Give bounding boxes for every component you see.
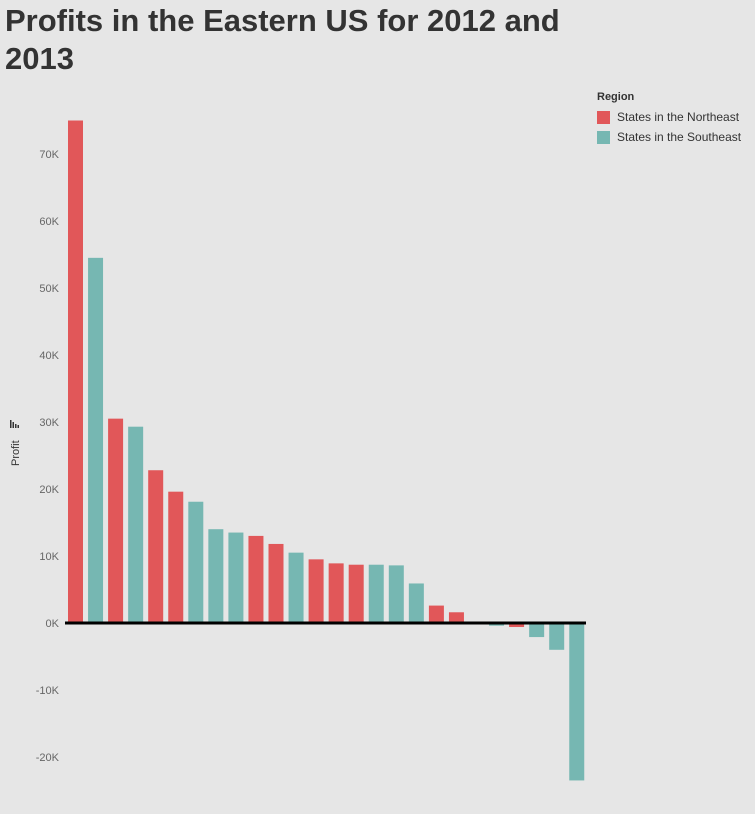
bar-northeast[interactable] — [248, 535, 264, 623]
bar-northeast[interactable] — [509, 623, 525, 628]
bar-southeast[interactable] — [408, 583, 424, 623]
bar-northeast[interactable] — [68, 120, 83, 624]
sort-icon[interactable] — [10, 420, 19, 428]
legend-swatch-northeast — [597, 110, 610, 124]
bar-northeast[interactable] — [148, 470, 164, 623]
bars — [68, 120, 585, 781]
bar-northeast[interactable] — [268, 543, 284, 623]
bar-northeast[interactable] — [428, 605, 444, 623]
bar-southeast[interactable] — [288, 552, 304, 623]
y-tick-label: 60K — [39, 216, 59, 228]
legend-label-northeast: States in the Northeast — [617, 110, 740, 124]
legend: Region States in the Northeast States in… — [597, 91, 741, 147]
bar-northeast[interactable] — [448, 612, 464, 623]
bar-southeast[interactable] — [368, 564, 384, 623]
y-tick-label: 70K — [39, 149, 59, 161]
bar-northeast[interactable] — [308, 559, 324, 623]
bar-northeast[interactable] — [348, 564, 364, 623]
bar-southeast[interactable] — [549, 623, 565, 650]
bar-southeast[interactable] — [228, 532, 244, 623]
bar-southeast[interactable] — [128, 426, 144, 623]
chart-title: Profits in the Eastern US for 2012 and 2… — [5, 3, 560, 76]
y-tick-label: 10K — [39, 551, 59, 563]
bar-northeast[interactable] — [108, 418, 124, 623]
y-tick-label: -10K — [36, 685, 60, 697]
y-tick-label: 50K — [39, 283, 59, 295]
y-tick-label: -20K — [36, 752, 60, 764]
y-tick-label: 20K — [39, 484, 59, 496]
legend-item-southeast[interactable]: States in the Southeast — [597, 127, 741, 147]
y-axis-title: Profit — [10, 420, 22, 466]
bar-southeast[interactable] — [569, 623, 585, 781]
y-axis-label: Profit — [10, 440, 22, 466]
legend-label-southeast: States in the Southeast — [617, 130, 742, 144]
bar-southeast[interactable] — [208, 529, 224, 623]
bar-southeast[interactable] — [88, 257, 104, 623]
y-tick-label: 0K — [46, 618, 60, 630]
y-tick-label: 40K — [39, 350, 59, 362]
legend-item-northeast[interactable]: States in the Northeast — [597, 107, 741, 127]
bar-northeast[interactable] — [328, 563, 344, 623]
bar-southeast[interactable] — [388, 565, 404, 623]
bar-southeast[interactable] — [188, 501, 204, 623]
legend-title: Region — [597, 91, 635, 103]
y-tick-label: 30K — [39, 417, 59, 429]
y-axis-ticks: 70K 60K 50K 40K 30K 20K 10K 0K -10K -20K — [36, 149, 60, 764]
legend-swatch-southeast — [597, 130, 610, 144]
bar-northeast[interactable] — [168, 491, 184, 623]
bar-southeast[interactable] — [529, 623, 545, 638]
